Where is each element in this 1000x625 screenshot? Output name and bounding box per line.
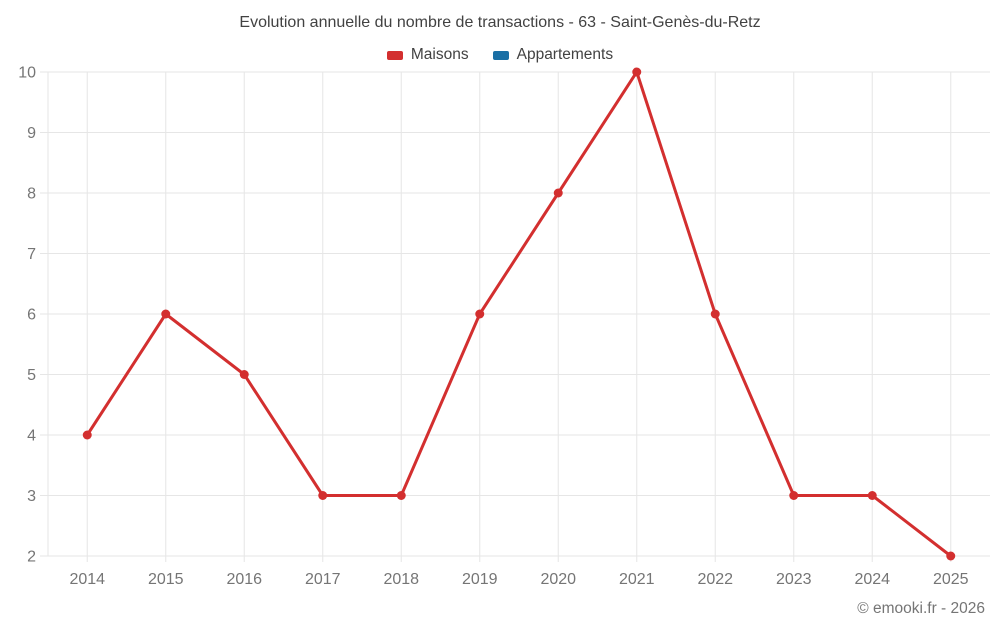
y-tick-label-8: 8 bbox=[27, 186, 36, 203]
legend-swatch-appartements bbox=[492, 50, 509, 60]
legend-label: Appartements bbox=[516, 46, 614, 63]
y-tick-label-10: 10 bbox=[18, 65, 36, 82]
data-point-maisons-2019[interactable] bbox=[475, 309, 485, 319]
data-point-maisons-2018[interactable] bbox=[396, 491, 406, 500]
legend-item-appartements[interactable]: Appartements bbox=[492, 46, 614, 64]
y-tick-label-2: 2 bbox=[27, 549, 36, 566]
x-tick-label-2023: 2023 bbox=[776, 571, 812, 588]
x-tick-label-2016: 2016 bbox=[226, 571, 262, 588]
x-tick-label-2024: 2024 bbox=[854, 571, 890, 588]
footer-credit: © emooki.fr - 2026 bbox=[857, 600, 985, 617]
data-point-maisons-2022[interactable] bbox=[710, 309, 720, 319]
y-tick-label-5: 5 bbox=[27, 367, 36, 384]
chart-legend: Maisons Appartements bbox=[0, 46, 1000, 64]
x-tick-label-2022: 2022 bbox=[697, 571, 733, 588]
series-line-maisons bbox=[85, 70, 953, 558]
legend-item-maisons[interactable]: Maisons bbox=[386, 46, 469, 64]
data-point-maisons-2024[interactable] bbox=[867, 491, 877, 500]
x-tick-label-2019: 2019 bbox=[462, 571, 498, 588]
chart-title: Evolution annuelle du nombre de transact… bbox=[239, 14, 761, 31]
x-tick-label-2017: 2017 bbox=[305, 571, 341, 588]
y-tick-label-7: 7 bbox=[27, 246, 36, 263]
x-tick-label-2021: 2021 bbox=[619, 571, 655, 588]
data-point-maisons-2016[interactable] bbox=[239, 370, 249, 379]
x-tick-label-2014: 2014 bbox=[69, 571, 105, 588]
x-tick-label-2018: 2018 bbox=[383, 571, 419, 588]
legend-label: Maisons bbox=[410, 46, 469, 63]
data-point-maisons-2021[interactable] bbox=[632, 67, 642, 77]
data-point-maisons-2020[interactable] bbox=[553, 188, 563, 198]
x-tick-label-2025: 2025 bbox=[933, 571, 969, 588]
y-tick-label-6: 6 bbox=[27, 307, 36, 324]
data-point-maisons-2023[interactable] bbox=[789, 491, 799, 500]
x-tick-label-2015: 2015 bbox=[148, 571, 184, 588]
legend-swatch-maisons bbox=[386, 50, 403, 60]
y-tick-label-4: 4 bbox=[27, 428, 36, 445]
data-point-maisons-2017[interactable] bbox=[318, 491, 328, 500]
x-tick-label-2020: 2020 bbox=[540, 571, 576, 588]
y-tick-label-9: 9 bbox=[27, 125, 36, 142]
data-point-maisons-2015[interactable] bbox=[161, 309, 171, 319]
data-point-maisons-2025[interactable] bbox=[946, 551, 956, 561]
y-tick-label-3: 3 bbox=[27, 488, 36, 505]
data-point-maisons-2014[interactable] bbox=[82, 430, 92, 440]
